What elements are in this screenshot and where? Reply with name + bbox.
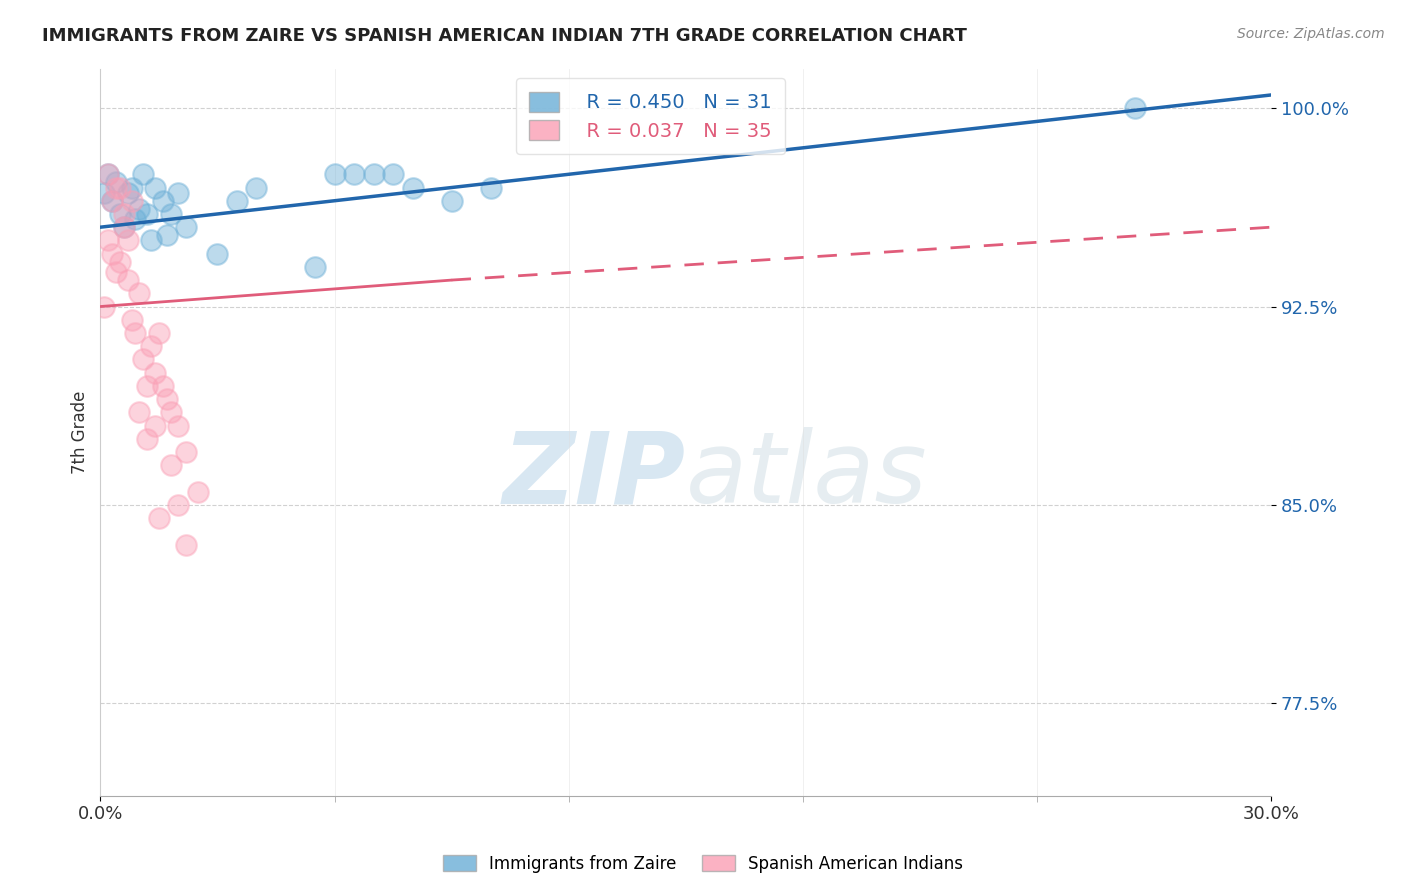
Point: [128, 405, 150, 419]
Point: [101, 194, 124, 208]
Point: [174, 445, 197, 459]
Point: [108, 207, 131, 221]
Point: [97, 167, 120, 181]
Point: [121, 194, 143, 208]
Point: [139, 234, 162, 248]
Point: [132, 167, 155, 181]
Point: [112, 207, 135, 221]
Point: [152, 379, 174, 393]
Point: [121, 180, 143, 194]
Point: [132, 352, 155, 367]
Legend: Immigrants from Zaire, Spanish American Indians: Immigrants from Zaire, Spanish American …: [436, 848, 970, 880]
Point: [136, 207, 159, 221]
Point: [143, 366, 166, 380]
Point: [440, 194, 463, 208]
Point: [101, 194, 124, 208]
Point: [143, 418, 166, 433]
Point: [128, 286, 150, 301]
Point: [148, 326, 170, 340]
Point: [382, 167, 405, 181]
Text: IMMIGRANTS FROM ZAIRE VS SPANISH AMERICAN INDIAN 7TH GRADE CORRELATION CHART: IMMIGRANTS FROM ZAIRE VS SPANISH AMERICA…: [42, 27, 967, 45]
Point: [226, 194, 249, 208]
Point: [401, 180, 423, 194]
Point: [124, 212, 146, 227]
Point: [1123, 101, 1146, 115]
Point: [159, 207, 181, 221]
Point: [139, 339, 162, 353]
Point: [167, 498, 190, 512]
Point: [156, 228, 179, 243]
Point: [104, 265, 127, 279]
Point: [104, 175, 127, 189]
Point: [148, 511, 170, 525]
Point: [124, 326, 146, 340]
Text: Source: ZipAtlas.com: Source: ZipAtlas.com: [1237, 27, 1385, 41]
Point: [159, 405, 181, 419]
Point: [174, 537, 197, 551]
Point: [323, 167, 346, 181]
Text: ZIP: ZIP: [503, 427, 686, 524]
Legend:   R = 0.450   N = 31,   R = 0.037   N = 35: R = 0.450 N = 31, R = 0.037 N = 35: [516, 78, 786, 154]
Point: [159, 458, 181, 473]
Point: [187, 484, 209, 499]
Point: [152, 194, 174, 208]
Point: [143, 180, 166, 194]
Point: [121, 312, 143, 326]
Point: [104, 180, 127, 194]
Point: [108, 180, 131, 194]
Point: [93, 300, 115, 314]
Point: [97, 234, 120, 248]
Point: [117, 186, 139, 200]
Point: [343, 167, 366, 181]
Point: [363, 167, 385, 181]
Point: [156, 392, 179, 406]
Point: [174, 220, 197, 235]
Point: [93, 186, 115, 200]
Point: [136, 432, 159, 446]
Text: atlas: atlas: [686, 427, 928, 524]
Point: [167, 186, 190, 200]
Point: [304, 260, 326, 274]
Point: [97, 167, 120, 181]
Point: [101, 246, 124, 260]
Y-axis label: 7th Grade: 7th Grade: [72, 391, 89, 474]
Point: [112, 220, 135, 235]
Point: [479, 180, 502, 194]
Point: [128, 202, 150, 216]
Point: [117, 273, 139, 287]
Point: [207, 246, 229, 260]
Point: [117, 234, 139, 248]
Point: [108, 254, 131, 268]
Point: [136, 379, 159, 393]
Point: [167, 418, 190, 433]
Point: [245, 180, 267, 194]
Point: [112, 220, 135, 235]
